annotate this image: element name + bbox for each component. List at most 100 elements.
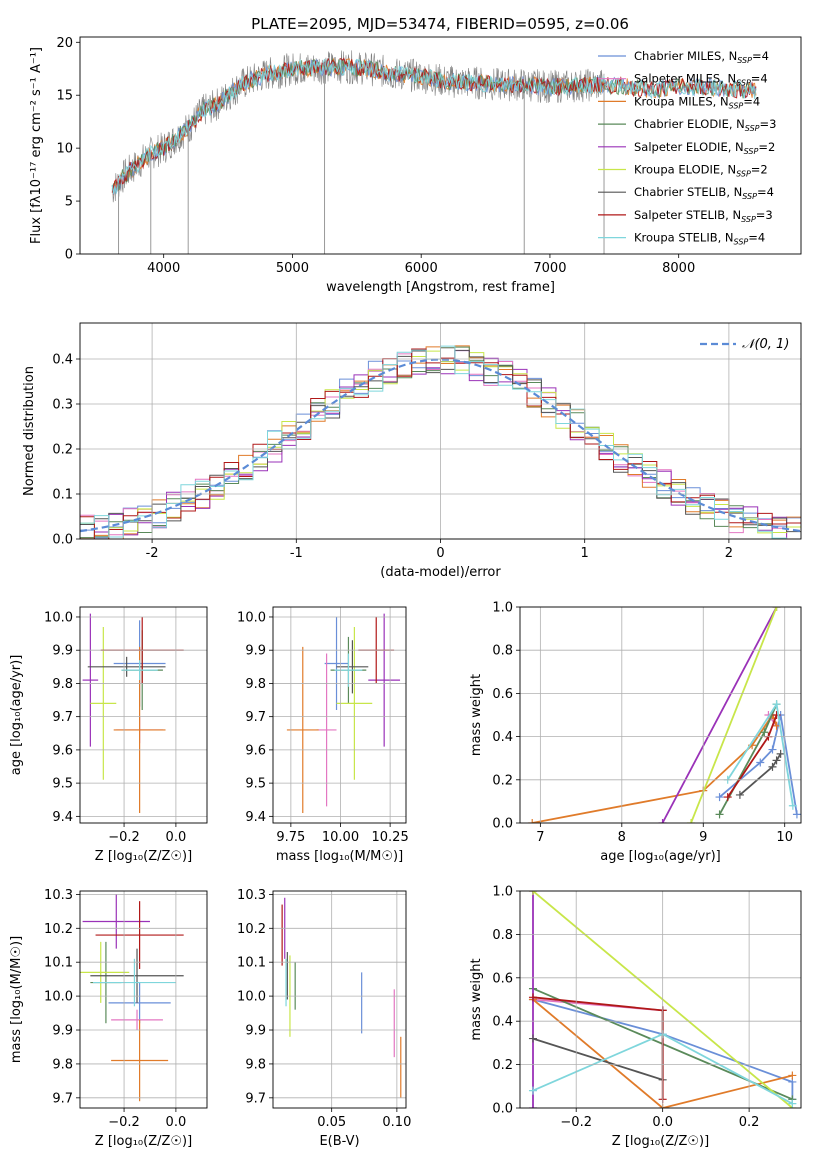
x-axis-label: Z [log₁₀(Z/Z☉)]: [95, 1134, 192, 1149]
weight-series: [532, 713, 778, 823]
weight-marker: [687, 819, 696, 823]
weight-marker: [760, 728, 769, 737]
legend-label: Chabrier ELODIE, NSSP=3: [634, 117, 776, 133]
y-axis-label: mass weight: [469, 958, 484, 1040]
panel-mass-vs-Z: −0.2 0.0 9.7 9.8 9.9 10.0 10.1 10.2 10.3 Z [log₁₀…: [9, 888, 208, 1149]
x-tick-label: 5000: [276, 261, 309, 276]
axes-frame: [79, 606, 208, 824]
x-tick-label: 9.75: [276, 830, 305, 845]
y-tick-label: 20: [56, 36, 73, 51]
y-tick-label: 9.5: [52, 777, 73, 792]
legend: Chabrier MILES, NSSP=4 Salpeter MILES, NS…: [598, 49, 776, 247]
y-tick-label: 0.2: [492, 773, 513, 788]
y-tick-label: 9.5: [245, 777, 266, 792]
y-tick-label: 0.8: [492, 928, 513, 943]
y-axis-label: Normed distribution: [22, 366, 37, 496]
axes-frame: [272, 890, 407, 1109]
axes-frame: [519, 606, 802, 824]
y-tick-label: 0.0: [492, 1102, 513, 1117]
x-tick-label: 9: [699, 830, 707, 845]
x-tick-label: 10.00: [322, 830, 359, 845]
axes-frame: [272, 606, 407, 824]
y-tick-label: 0.2: [492, 1058, 513, 1073]
model-line: [111, 58, 757, 191]
weight-marker: [772, 700, 781, 709]
y-tick-label: 0.6: [492, 971, 513, 986]
legend-label: Kroupa STELIB, NSSP=4: [634, 231, 765, 247]
y-tick-label: 0.2: [52, 443, 73, 458]
weight-series: [739, 753, 782, 796]
x-axis-label: age [log₁₀(age/yr)]: [600, 849, 721, 864]
plot-area: [111, 50, 757, 254]
legend-label: Kroupa ELODIE, NSSP=2: [634, 163, 768, 179]
y-tick-label: 10.3: [44, 888, 73, 903]
x-axis-label: (data-model)/error: [380, 565, 501, 580]
plot-area: [80, 894, 184, 1102]
weight-marker: [735, 790, 744, 799]
x-tick-label: 7000: [533, 261, 566, 276]
weight-marker: [715, 810, 724, 819]
x-axis-label: Z [log₁₀(Z/Z☉)]: [612, 1134, 709, 1149]
y-tick-label: 9.7: [245, 710, 266, 725]
y-tick-label: 9.8: [52, 677, 73, 692]
panel-weight-vs-Z: −0.2 0.0 0.2 0.0 0.2 0.4 0.6 0.8 1.0 Z [log₁₀(Z/Z…: [469, 885, 802, 1149]
x-tick-label: 8000: [662, 261, 695, 276]
legend-label: Kroupa MILES, NSSP=4: [634, 94, 760, 110]
y-tick-label: 0.6: [492, 687, 513, 702]
y-tick-label: 10.0: [44, 610, 73, 625]
weight-marker: [768, 762, 777, 771]
x-tick-label: 4000: [147, 261, 180, 276]
weight-marker: [788, 1071, 797, 1080]
weight-series: [690, 607, 778, 823]
weight-marker: [788, 801, 797, 810]
y-tick-label: 9.9: [245, 1024, 266, 1039]
x-tick-label: 0.0: [166, 1115, 187, 1130]
weight-marker: [528, 1034, 537, 1043]
x-tick-label: 10.25: [372, 830, 409, 845]
plot-area: [281, 897, 402, 1098]
y-tick-label: 0.0: [492, 817, 513, 832]
weight-marker: [723, 793, 732, 802]
axes-frame: [79, 36, 802, 255]
weight-marker: [715, 793, 724, 802]
axes-frame: [519, 890, 802, 1109]
weight-series: [726, 701, 794, 806]
y-tick-label: 9.6: [245, 743, 266, 758]
y-tick-label: 10: [56, 142, 73, 157]
x-axis-label: wavelength [Angstrom, rest frame]: [326, 280, 555, 295]
legend-label: Salpeter STELIB, NSSP=3: [634, 208, 773, 224]
x-tick-label: 0: [436, 546, 444, 561]
y-tick-label: 9.7: [52, 1091, 73, 1106]
weight-marker: [528, 993, 537, 1002]
figure-title: PLATE=2095, MJD=53474, FIBERID=0595, z=0…: [251, 15, 629, 33]
x-tick-label: -1: [290, 546, 303, 561]
weight-marker: [658, 819, 667, 823]
y-tick-label: 1.0: [492, 885, 513, 900]
x-tick-label: −0.2: [560, 1115, 592, 1130]
x-axis-label: Z [log₁₀(Z/Z☉)]: [95, 849, 192, 864]
x-tick-label: 6000: [405, 261, 438, 276]
plot-area: [82, 613, 184, 814]
weight-marker: [792, 810, 801, 819]
x-tick-label: 0.0: [166, 830, 187, 845]
x-tick-label: 0.0: [652, 1115, 673, 1130]
axes-frame: [79, 890, 208, 1109]
y-tick-label: 0.0: [52, 533, 73, 548]
legend-label: Chabrier STELIB, NSSP=4: [634, 185, 774, 201]
y-tick-label: 10.0: [44, 990, 73, 1005]
y-tick-label: 0.4: [492, 730, 513, 745]
y-tick-label: 10.0: [237, 990, 266, 1005]
weight-marker: [776, 749, 785, 758]
plot-area: [528, 607, 801, 823]
y-axis-label: age [log₁₀(age/yr)]: [9, 655, 24, 776]
panel-residuals: -2 -1 0 1 2 0.0 0.1 0.2 0.3 0.4 (data-model)/error…: [22, 322, 802, 580]
y-tick-label: 10.3: [237, 888, 266, 903]
y-tick-label: 0.4: [492, 1015, 513, 1030]
x-tick-label: 2: [725, 546, 733, 561]
weight-marker: [772, 756, 781, 765]
x-tick-label: 1: [581, 546, 589, 561]
y-tick-label: 9.8: [52, 1057, 73, 1072]
y-tick-label: 10.1: [44, 956, 73, 971]
model-line: [111, 57, 757, 193]
